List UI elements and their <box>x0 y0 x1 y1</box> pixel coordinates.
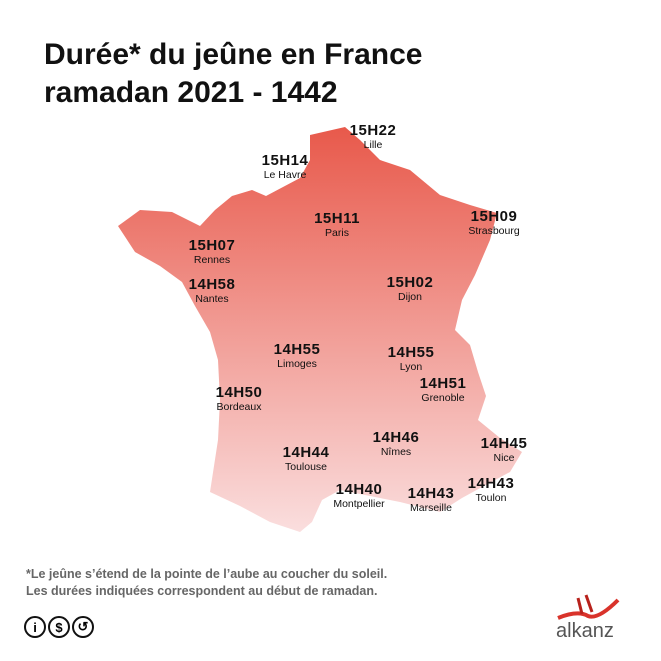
fast-duration: 14H55 <box>387 344 435 361</box>
fast-duration: 15H14 <box>261 152 309 169</box>
cc-by-icon: i <box>24 616 46 638</box>
city-name: Limoges <box>277 358 317 370</box>
city-montpellier: 14H40 Montpellier <box>333 482 384 511</box>
fast-duration: 14H40 <box>335 481 383 498</box>
city-limoges: 14H55 Limoges <box>274 342 321 371</box>
alkanz-logo: alkanz <box>548 590 628 645</box>
calligraphy-logo-icon <box>557 594 620 620</box>
creative-commons-badges: i $ ↺ <box>24 616 94 638</box>
fast-duration: 14H43 <box>467 475 515 492</box>
fast-duration: 14H58 <box>188 276 236 293</box>
city-name: Lyon <box>399 361 423 373</box>
city-name: Montpellier <box>333 498 385 510</box>
logo-wordmark: alkanz <box>556 620 614 642</box>
city-rennes: 15H07 Rennes <box>189 238 236 267</box>
city-marseille: 14H43 Marseille <box>408 486 455 515</box>
city-name: Le Havre <box>263 169 307 181</box>
fast-duration: 15H09 <box>470 208 518 225</box>
city-name: Strasbourg <box>468 225 520 237</box>
city-strasbourg: 15H09 Strasbourg <box>468 209 519 238</box>
city-bordeaux: 14H50 Bordeaux <box>216 385 263 414</box>
city-nantes: 14H58 Nantes <box>189 277 236 306</box>
title-line-1: Durée* du jeûne en France <box>44 38 423 71</box>
footnote-line-2: Les durées indiquées correspondent au dé… <box>26 584 378 598</box>
fast-duration: 15H11 <box>314 210 360 227</box>
city-le-havre: 15H14 Le Havre <box>262 153 309 182</box>
fast-duration: 14H44 <box>282 444 330 461</box>
fast-duration: 14H50 <box>215 384 263 401</box>
city-name: Lille <box>363 139 383 151</box>
cc-sa-icon: ↺ <box>72 616 94 638</box>
city-name: Nice <box>493 452 515 464</box>
city-name: Marseille <box>409 502 453 514</box>
city-name: Rennes <box>193 254 231 266</box>
fast-duration: 15H02 <box>386 274 434 291</box>
title-line-2: ramadan 2021 - 1442 <box>44 76 338 109</box>
city-name: Toulouse <box>284 461 328 473</box>
city-name: Dijon <box>398 291 422 303</box>
page-title: Durée* du jeûne en France ramadan 2021 -… <box>44 36 422 112</box>
city-grenoble: 14H51 Grenoble <box>420 376 467 405</box>
city-toulouse: 14H44 Toulouse <box>283 445 330 474</box>
city-dijon: 15H02 Dijon <box>387 275 434 304</box>
fast-duration: 14H46 <box>372 429 420 446</box>
france-shape <box>118 127 522 532</box>
city-lille: 15H22 Lille <box>350 123 397 152</box>
footnote-line-1: *Le jeûne s’étend de la pointe de l’aube… <box>26 567 388 581</box>
city-name: Paris <box>325 227 349 239</box>
fast-duration: 15H22 <box>349 122 397 139</box>
city-name: Toulon <box>475 492 507 504</box>
city-nice: 14H45 Nice <box>481 436 528 465</box>
city-nimes: 14H46 Nîmes <box>373 430 420 459</box>
city-paris: 15H11 Paris <box>314 211 360 240</box>
city-toulon: 14H43 Toulon <box>468 476 515 505</box>
city-name: Grenoble <box>421 392 465 404</box>
city-lyon: 14H55 Lyon <box>388 345 435 374</box>
fast-duration: 14H51 <box>419 375 467 392</box>
fast-duration: 14H45 <box>480 435 528 452</box>
city-name: Nîmes <box>380 446 412 458</box>
fast-duration: 14H55 <box>273 341 321 358</box>
city-name: Bordeaux <box>216 401 262 413</box>
city-name: Nantes <box>195 293 229 305</box>
fast-duration: 14H43 <box>407 485 455 502</box>
cc-nc-icon: $ <box>48 616 70 638</box>
fast-duration: 15H07 <box>188 237 236 254</box>
footnote: *Le jeûne s’étend de la pointe de l’aube… <box>26 566 387 600</box>
